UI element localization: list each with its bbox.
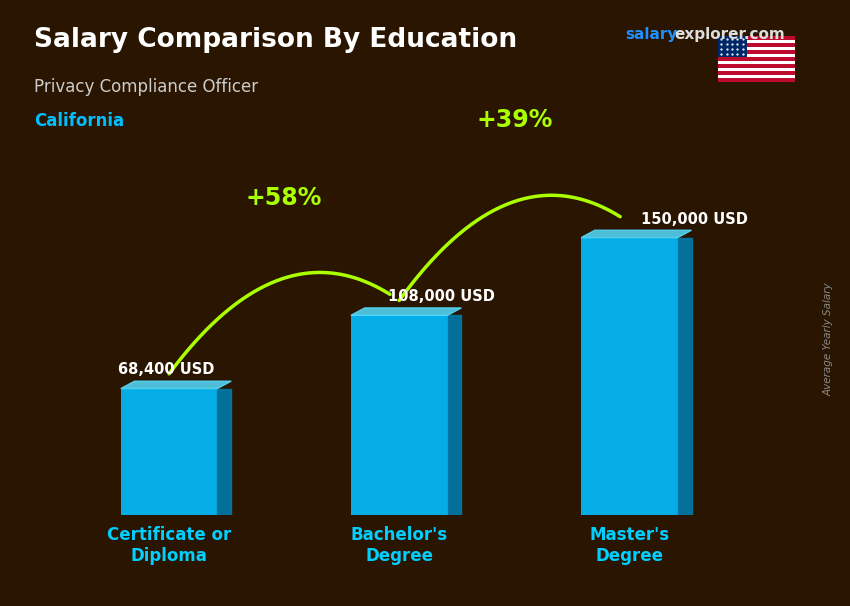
- Text: 68,400 USD: 68,400 USD: [118, 362, 215, 378]
- Bar: [718, 47, 795, 50]
- Polygon shape: [351, 308, 462, 315]
- Polygon shape: [121, 381, 231, 388]
- Bar: [581, 238, 677, 515]
- Text: Salary Comparison By Education: Salary Comparison By Education: [34, 27, 517, 53]
- Bar: [718, 68, 795, 72]
- Polygon shape: [581, 230, 692, 238]
- Text: salary: salary: [625, 27, 677, 42]
- Polygon shape: [677, 238, 692, 515]
- Bar: [718, 36, 747, 58]
- Bar: [718, 50, 795, 54]
- Bar: [718, 54, 795, 58]
- Bar: [718, 75, 795, 78]
- Text: 150,000 USD: 150,000 USD: [641, 211, 748, 227]
- Bar: [121, 388, 218, 515]
- Polygon shape: [448, 315, 462, 515]
- Bar: [718, 78, 795, 82]
- Text: Average Yearly Salary: Average Yearly Salary: [824, 282, 834, 396]
- Bar: [718, 36, 795, 40]
- Text: explorer.com: explorer.com: [674, 27, 785, 42]
- Bar: [718, 61, 795, 64]
- Text: Privacy Compliance Officer: Privacy Compliance Officer: [34, 78, 258, 96]
- Bar: [718, 64, 795, 68]
- Text: +58%: +58%: [246, 186, 322, 210]
- Bar: [351, 315, 448, 515]
- Bar: [718, 72, 795, 75]
- Text: 108,000 USD: 108,000 USD: [388, 289, 495, 304]
- Polygon shape: [218, 388, 231, 515]
- Bar: [718, 40, 795, 44]
- Bar: [718, 44, 795, 47]
- Text: California: California: [34, 112, 124, 130]
- Text: +39%: +39%: [476, 108, 552, 132]
- Bar: [718, 58, 795, 61]
